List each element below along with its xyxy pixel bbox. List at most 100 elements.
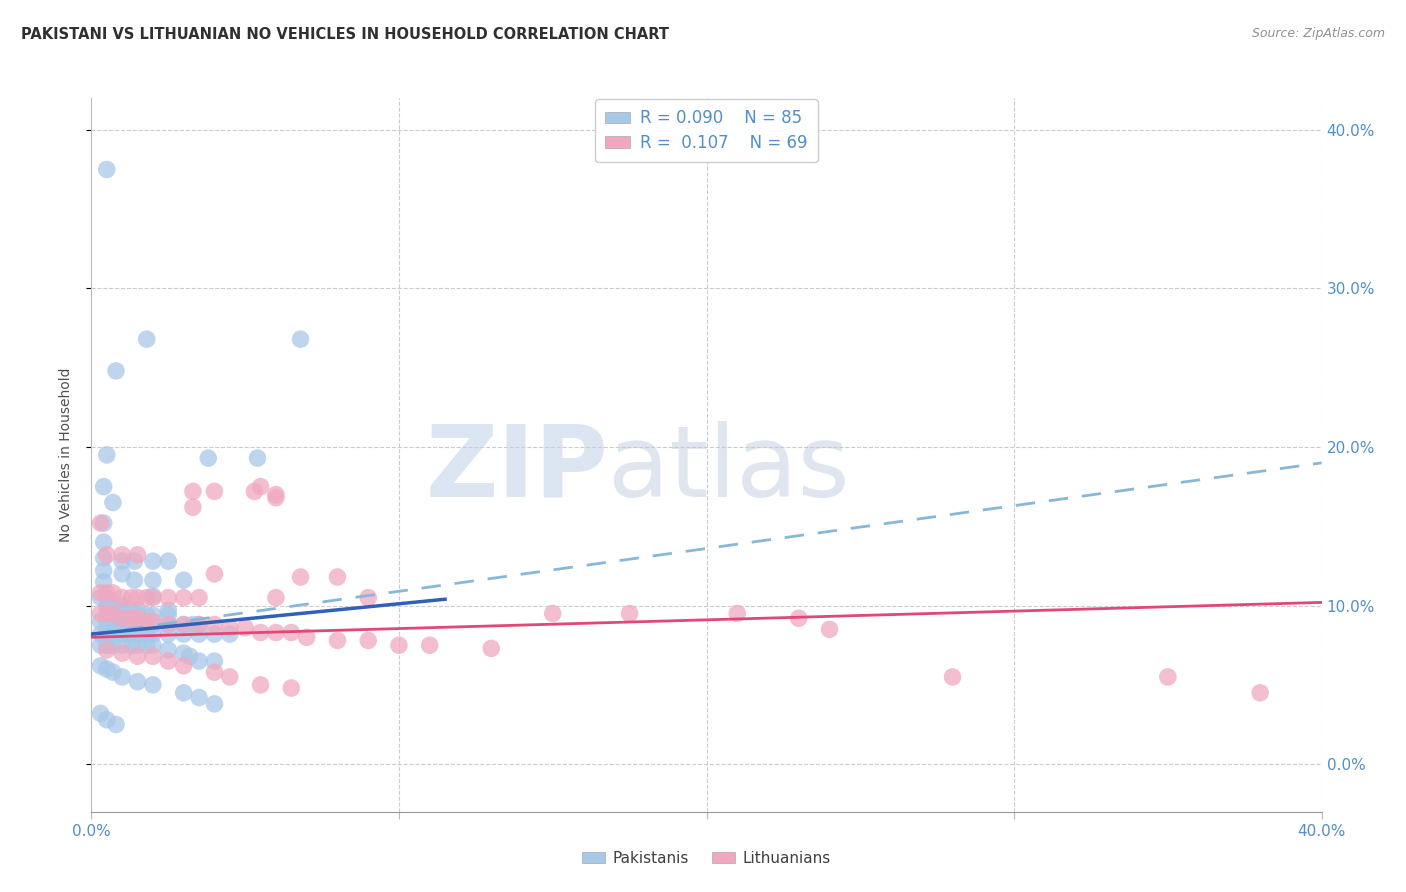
Point <box>93 574 115 589</box>
Point <box>202 697 225 711</box>
Point <box>127 627 149 641</box>
Text: Source: ZipAtlas.com: Source: ZipAtlas.com <box>1251 27 1385 40</box>
Point <box>181 484 204 499</box>
Point <box>127 608 149 623</box>
Point <box>142 554 165 568</box>
Point <box>202 665 225 680</box>
Point <box>173 591 195 605</box>
Point <box>96 599 118 613</box>
Point <box>127 603 149 617</box>
Point <box>157 617 180 632</box>
Point <box>111 611 134 625</box>
Point <box>479 641 502 656</box>
Point <box>787 611 810 625</box>
Point <box>101 615 124 629</box>
Point <box>96 638 118 652</box>
Point <box>117 617 139 632</box>
Point <box>218 627 240 641</box>
Point <box>96 662 118 676</box>
Point <box>142 573 165 587</box>
Point <box>111 670 134 684</box>
Point <box>142 615 165 629</box>
Point <box>117 627 139 641</box>
Point <box>157 608 180 623</box>
Point <box>101 665 124 680</box>
Point <box>127 674 149 689</box>
Point <box>90 615 112 629</box>
Point <box>96 586 118 600</box>
Point <box>280 625 302 640</box>
Point <box>93 516 115 530</box>
Point <box>135 591 157 605</box>
Point <box>142 678 165 692</box>
Point <box>249 678 271 692</box>
Point <box>725 607 748 621</box>
Point <box>173 573 195 587</box>
Point <box>111 646 134 660</box>
Point <box>157 617 180 632</box>
Point <box>290 570 312 584</box>
Point <box>357 591 380 605</box>
Point <box>157 591 180 605</box>
Point <box>101 586 124 600</box>
Point <box>93 480 115 494</box>
Point <box>96 448 118 462</box>
Point <box>942 670 965 684</box>
Point <box>202 484 225 499</box>
Point <box>93 551 115 566</box>
Point <box>127 591 149 605</box>
Point <box>101 495 124 509</box>
Point <box>120 591 142 605</box>
Point <box>157 554 180 568</box>
Point <box>96 643 118 657</box>
Point <box>157 654 180 668</box>
Text: ZIP: ZIP <box>425 421 607 517</box>
Point <box>173 686 195 700</box>
Point <box>419 638 441 652</box>
Point <box>181 617 204 632</box>
Point <box>326 570 349 584</box>
Point <box>1157 670 1180 684</box>
Text: atlas: atlas <box>607 421 849 517</box>
Point <box>202 627 225 641</box>
Point <box>111 554 134 568</box>
Point <box>90 638 112 652</box>
Point <box>295 630 318 644</box>
Point <box>280 681 302 695</box>
Point <box>127 617 149 632</box>
Point <box>135 627 157 641</box>
Point <box>135 615 157 629</box>
Point <box>188 617 211 632</box>
Point <box>188 617 211 632</box>
Point <box>135 332 157 346</box>
Point <box>105 364 127 378</box>
Point <box>818 623 841 637</box>
Point <box>124 554 146 568</box>
Point <box>127 611 149 625</box>
Point <box>93 564 115 578</box>
Point <box>96 162 118 177</box>
Point <box>157 627 180 641</box>
Point <box>96 548 118 562</box>
Point <box>179 649 201 664</box>
Point <box>142 617 165 632</box>
Point <box>90 516 112 530</box>
Point <box>173 617 195 632</box>
Point <box>249 625 271 640</box>
Point <box>111 617 134 632</box>
Point <box>101 607 124 621</box>
Point <box>290 332 312 346</box>
Point <box>173 627 195 641</box>
Point <box>619 607 641 621</box>
Point <box>124 573 146 587</box>
Point <box>142 649 165 664</box>
Point <box>127 649 149 664</box>
Point <box>105 617 127 632</box>
Point <box>264 591 287 605</box>
Point <box>120 611 142 625</box>
Point <box>202 654 225 668</box>
Point <box>233 621 256 635</box>
Point <box>326 633 349 648</box>
Point <box>93 535 115 549</box>
Point <box>135 638 157 652</box>
